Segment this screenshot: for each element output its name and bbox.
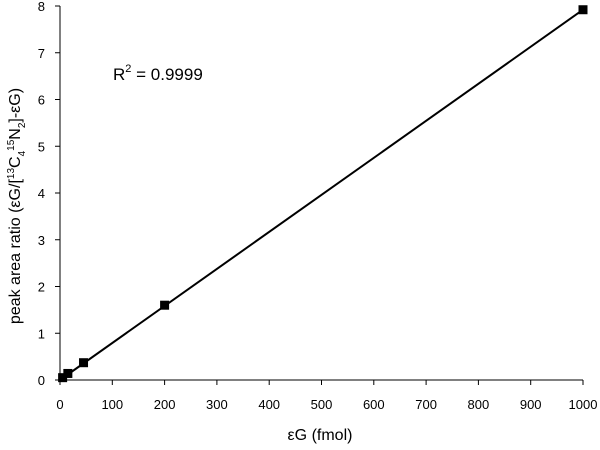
y-tick-label: 8: [38, 0, 45, 14]
y-tick-label: 1: [38, 326, 45, 341]
y-axis-title: peak area ratio (εG/[13C415N2]-εG): [6, 88, 28, 324]
x-tick-label: 400: [258, 397, 280, 412]
x-tick-label: 600: [363, 397, 385, 412]
x-axis-title: εG (fmol): [288, 427, 353, 444]
trendline: [59, 8, 584, 381]
x-tick-label: 0: [56, 397, 63, 412]
x-tick-label: 700: [415, 397, 437, 412]
data-point: [63, 368, 73, 378]
x-axis-ticks: 0 100 200 300 400 500 600 700 800 900 1000: [56, 380, 597, 412]
x-tick-label: 900: [520, 397, 542, 412]
x-tick-label: 500: [311, 397, 333, 412]
x-tick-label: 100: [101, 397, 123, 412]
x-tick-label: 300: [206, 397, 228, 412]
y-tick-label: 7: [38, 46, 45, 61]
y-tick-label: 3: [38, 233, 45, 248]
x-tick-label: 1000: [569, 397, 598, 412]
data-point: [160, 300, 170, 310]
y-tick-label: 5: [38, 139, 45, 154]
y-tick-label: 6: [38, 93, 45, 108]
y-axis-ticks: 0 1 2 3 4 5 6 7 8: [38, 0, 60, 388]
y-tick-label: 4: [38, 186, 45, 201]
x-tick-label: 800: [468, 397, 490, 412]
data-point: [578, 5, 588, 15]
data-point: [58, 373, 68, 383]
r-squared-annotation: R2 = 0.9999: [113, 63, 203, 84]
y-tick-label: 0: [38, 373, 45, 388]
y-tick-label: 2: [38, 280, 45, 295]
data-point: [79, 358, 89, 368]
x-tick-label: 200: [154, 397, 176, 412]
data-points: [58, 5, 588, 383]
